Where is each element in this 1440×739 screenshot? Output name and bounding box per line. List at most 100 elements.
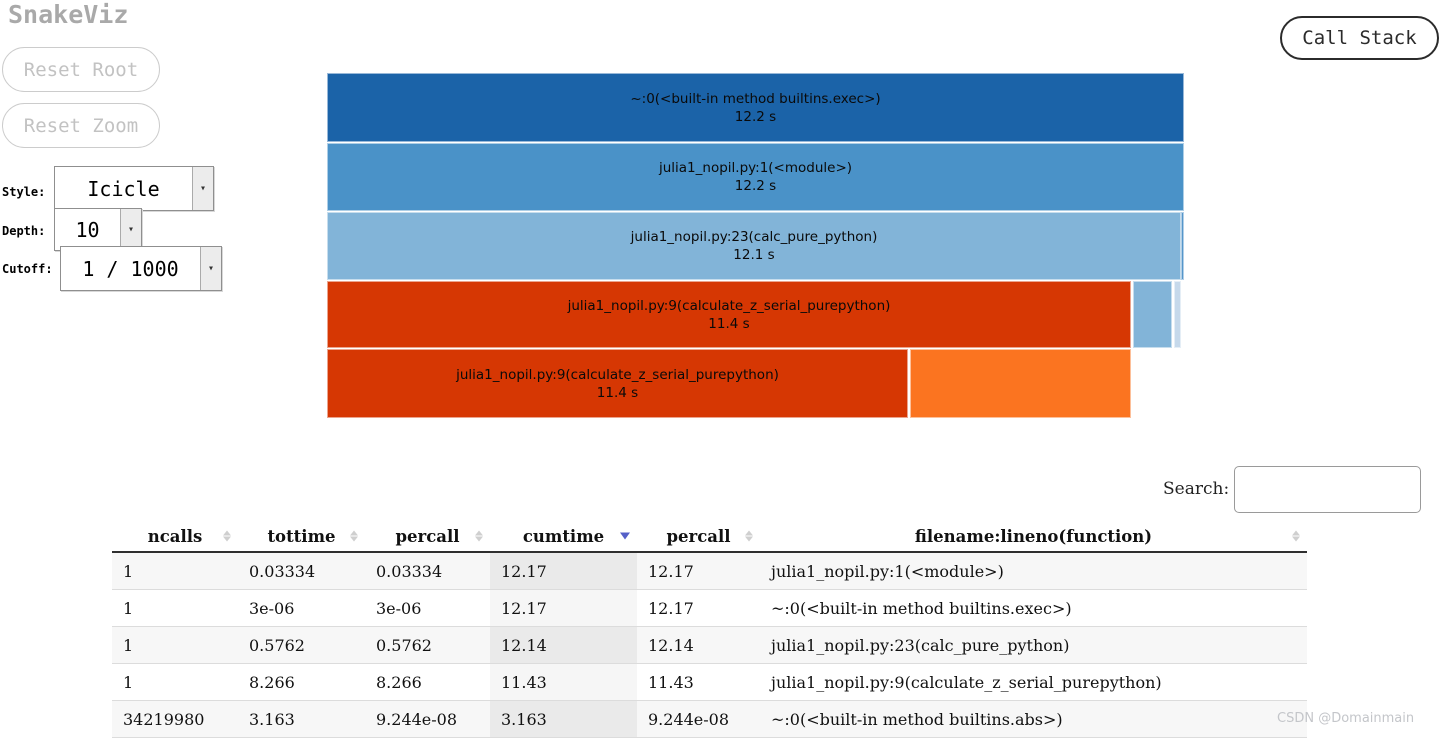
triangle-up-icon xyxy=(350,530,358,536)
table-cell-tottime: 0.03334 xyxy=(249,561,316,581)
segment-time-label: 12.2 s xyxy=(734,178,777,194)
search-input[interactable] xyxy=(1234,466,1421,513)
profile-stats-table: ncalls tottime percall cumtime percall filena… xyxy=(112,521,1307,738)
table-cell-percall: 11.43 xyxy=(648,672,694,692)
depth-select-value: 10 xyxy=(75,217,100,242)
table-cell-filename:lineno(function): julia1_nopil.py:9(calculate_z_serial_pur… xyxy=(771,672,1162,692)
depth-select[interactable]: 10 ▾ xyxy=(54,208,142,251)
table-cell-ncalls: 1 xyxy=(123,561,134,581)
table-cell-ncalls: 1 xyxy=(123,598,134,618)
segment-time-label: 12.1 s xyxy=(733,247,775,263)
table-cell-cumtime: 12.17 xyxy=(490,590,637,626)
icicle-segment[interactable]: julia1_nopil.py:23(calc_pure_python) 12.1… xyxy=(327,212,1181,280)
icicle-segment[interactable] xyxy=(1133,281,1172,348)
table-cell-tottime: 3e-06 xyxy=(249,598,295,618)
column-header-percall[interactable]: percall xyxy=(637,521,760,551)
triangle-up-icon xyxy=(1292,530,1300,536)
column-header-label: filename:lineno(function) xyxy=(914,526,1153,546)
column-header-cumtime[interactable]: cumtime xyxy=(490,521,637,551)
icicle-row: julia1_nopil.py:9(calculate_z_serial_pur… xyxy=(327,281,1184,348)
column-header-label: percall xyxy=(666,526,731,546)
table-row: 1 3e-06 3e-06 12.17 12.17 ~:0(<built-in metho… xyxy=(112,590,1307,627)
style-select-value: Icicle xyxy=(87,176,160,201)
reset-root-label: Reset Root xyxy=(23,58,139,81)
depth-label: Depth: xyxy=(2,224,46,238)
chevron-down-icon[interactable]: ▾ xyxy=(192,167,213,210)
column-header-tottime[interactable]: tottime xyxy=(238,521,365,551)
triangle-down-icon xyxy=(223,536,231,542)
chevron-down-icon[interactable]: ▾ xyxy=(200,247,221,290)
search-label: Search: xyxy=(1163,479,1230,499)
triangle-down-icon xyxy=(475,536,483,542)
call-stack-button[interactable]: Call Stack xyxy=(1280,16,1439,60)
sort-desc-icon[interactable] xyxy=(620,532,630,540)
sort-both-icon[interactable] xyxy=(350,530,358,542)
table-cell-percall: 12.17 xyxy=(648,598,694,618)
table-cell-ncalls: 1 xyxy=(123,635,134,655)
column-header-ncalls[interactable]: ncalls xyxy=(112,521,238,551)
reset-zoom-button[interactable]: Reset Zoom xyxy=(2,103,160,148)
table-row: 1 0.5762 0.5762 12.14 12.14 julia1_nopil.py:2… xyxy=(112,627,1307,664)
cutoff-select[interactable]: 1 / 1000 ▾ xyxy=(60,246,222,291)
table-cell-filename:lineno(function): julia1_nopil.py:23(calc_pure_python) xyxy=(771,635,1070,655)
table-cell-percall: 12.14 xyxy=(648,635,694,655)
segment-function-label: julia1_nopil.py:9(calculate_z_serial_pur… xyxy=(567,297,891,314)
icicle-segment[interactable] xyxy=(1181,212,1184,280)
triangle-down-icon xyxy=(745,536,753,542)
sort-both-icon[interactable] xyxy=(475,530,483,542)
cutoff-select-value: 1 / 1000 xyxy=(82,256,179,281)
icicle-segment[interactable]: ~:0(<built-in method builtins.exec>) 12.2… xyxy=(327,73,1184,142)
app-title: SnakeViz xyxy=(8,0,129,29)
table-cell-tottime: 3.163 xyxy=(249,709,295,729)
table-row: 34219980 3.163 9.244e-08 3.163 9.244e-08 ~:0(… xyxy=(112,701,1307,738)
icicle-segment[interactable] xyxy=(910,349,1131,418)
sort-both-icon[interactable] xyxy=(745,530,753,542)
reset-root-button[interactable]: Reset Root xyxy=(2,47,160,92)
column-header-label: tottime xyxy=(267,526,336,546)
table-body: 1 0.03334 0.03334 12.17 12.17 julia1_nopil.py… xyxy=(112,553,1307,738)
column-header-label: ncalls xyxy=(147,526,203,546)
icicle-segment[interactable] xyxy=(1174,281,1181,348)
segment-function-label: ~:0(<built-in method builtins.exec>) xyxy=(630,90,881,107)
style-select[interactable]: Icicle ▾ xyxy=(54,166,214,211)
table-cell-percall: 0.5762 xyxy=(376,635,432,655)
segment-function-label: julia1_nopil.py:9(calculate_z_serial_pur… xyxy=(456,366,779,383)
segment-function-label: julia1_nopil.py:23(calc_pure_python) xyxy=(630,229,878,245)
icicle-segment[interactable]: julia1_nopil.py:1(<module>) 12.2 s xyxy=(327,143,1184,211)
column-header-label: percall xyxy=(395,526,460,546)
icicle-row: julia1_nopil.py:9(calculate_z_serial_pur… xyxy=(327,349,1184,418)
triangle-down-icon xyxy=(350,536,358,542)
column-header-percall[interactable]: percall xyxy=(365,521,490,551)
table-header-row: ncalls tottime percall cumtime percall filena… xyxy=(112,521,1307,553)
table-cell-cumtime: 12.17 xyxy=(490,553,637,589)
table-cell-filename:lineno(function): julia1_nopil.py:1(<module>) xyxy=(771,561,1004,581)
style-label: Style: xyxy=(2,185,46,199)
column-header-filename:lineno(function)[interactable]: filename:lineno(function) xyxy=(760,521,1307,551)
triangle-down-icon xyxy=(620,532,630,540)
triangle-up-icon xyxy=(475,530,483,536)
table-cell-cumtime: 3.163 xyxy=(490,701,637,737)
table-cell-tottime: 8.266 xyxy=(249,672,295,692)
triangle-up-icon xyxy=(223,530,231,536)
column-header-label: cumtime xyxy=(522,526,605,546)
sort-both-icon[interactable] xyxy=(223,530,231,542)
table-cell-filename:lineno(function): ~:0(<built-in method builtins.abs>) xyxy=(771,709,1063,729)
sort-both-icon[interactable] xyxy=(1292,530,1300,542)
icicle-row: ~:0(<built-in method builtins.exec>) 12.2… xyxy=(327,73,1184,142)
table-cell-percall: 8.266 xyxy=(376,672,422,692)
icicle-chart: ~:0(<built-in method builtins.exec>) 12.2… xyxy=(327,73,1184,418)
watermark: CSDN @Domainmain xyxy=(1277,711,1415,726)
segment-time-label: 11.4 s xyxy=(596,384,639,401)
table-cell-percall: 3e-06 xyxy=(376,598,422,618)
table-cell-percall: 9.244e-08 xyxy=(376,709,458,729)
icicle-row: julia1_nopil.py:23(calc_pure_python) 12.1… xyxy=(327,212,1184,280)
table-cell-cumtime: 11.43 xyxy=(490,664,637,700)
segment-time-label: 11.4 s xyxy=(708,315,750,332)
table-cell-ncalls: 1 xyxy=(123,672,134,692)
call-stack-label: Call Stack xyxy=(1302,27,1417,49)
reset-zoom-label: Reset Zoom xyxy=(23,114,139,137)
icicle-segment[interactable]: julia1_nopil.py:9(calculate_z_serial_pur… xyxy=(327,349,908,418)
table-cell-filename:lineno(function): ~:0(<built-in method builtins.exec>) xyxy=(771,598,1072,618)
chevron-down-icon[interactable]: ▾ xyxy=(120,209,141,250)
icicle-segment[interactable]: julia1_nopil.py:9(calculate_z_serial_pur… xyxy=(327,281,1131,348)
